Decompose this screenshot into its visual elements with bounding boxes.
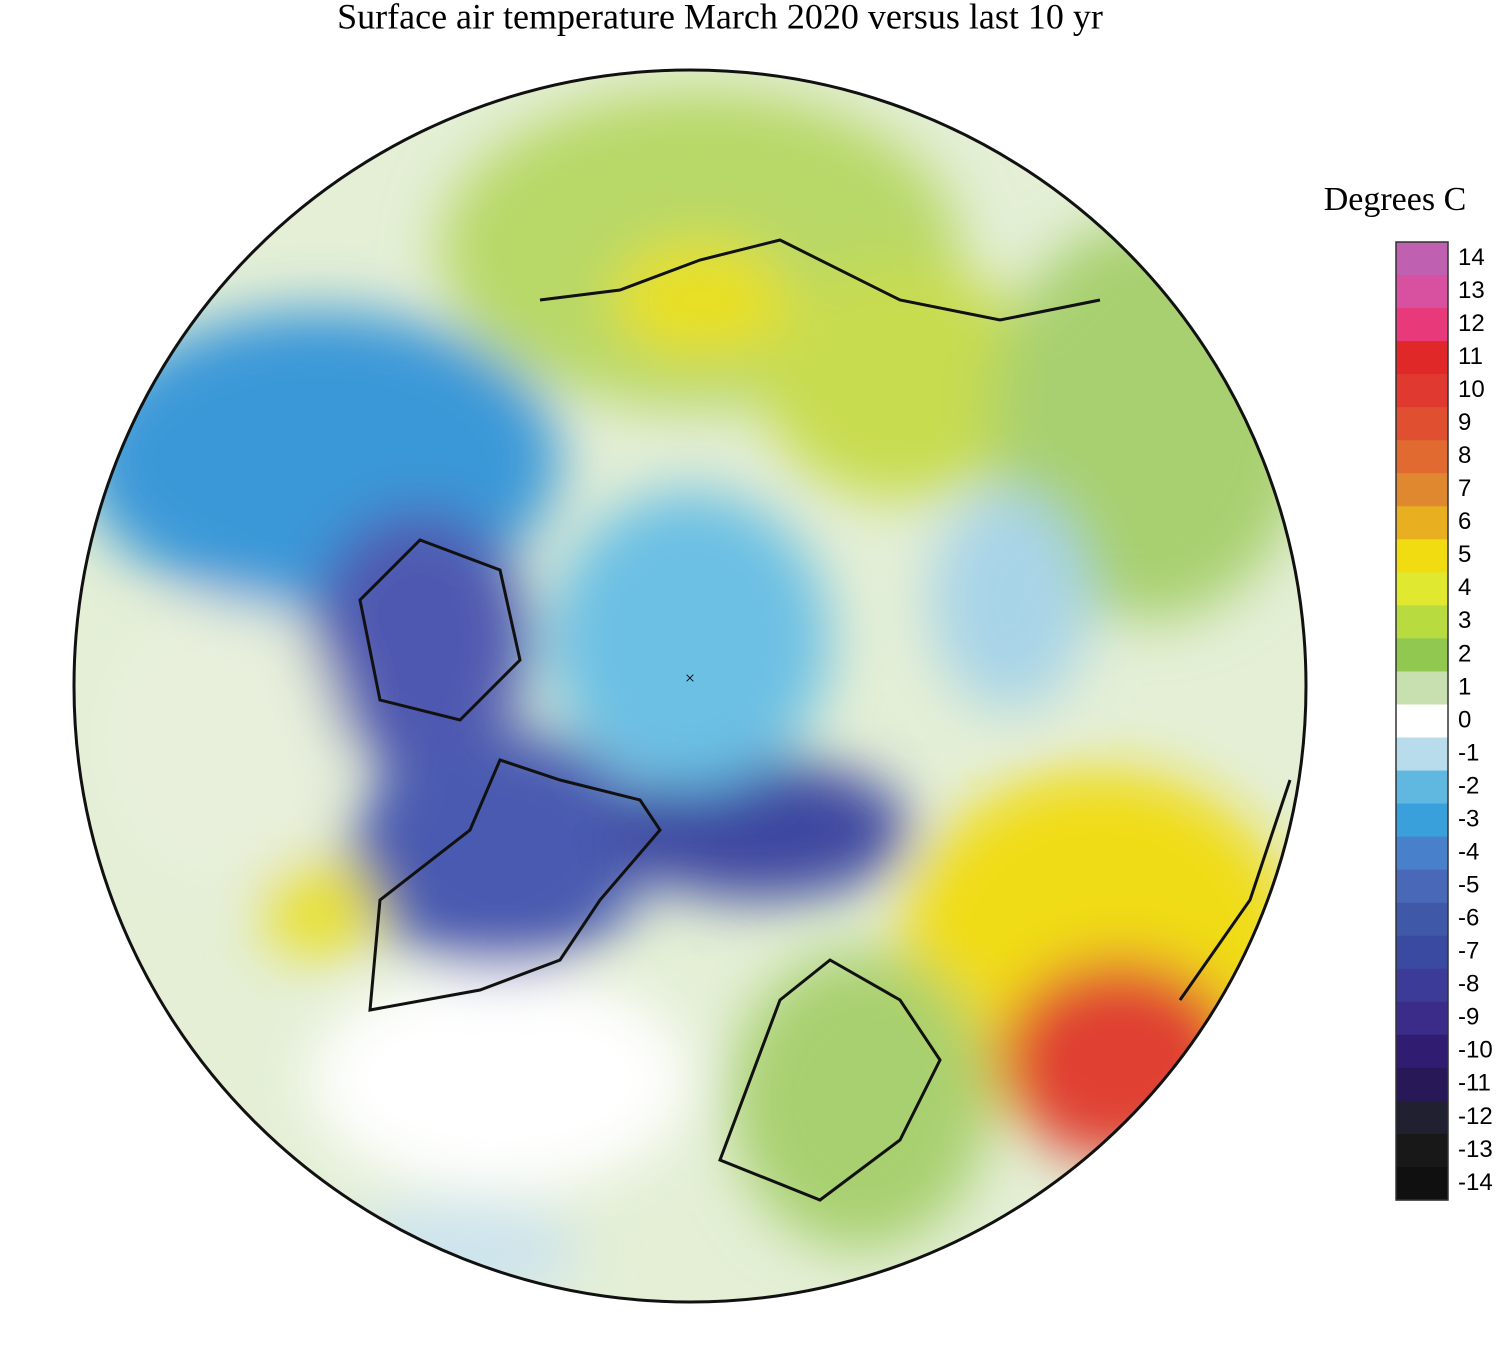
colorbar-cell: [1396, 605, 1448, 640]
colorbar-cell: [1396, 539, 1448, 573]
colorbar-cell: [1396, 1001, 1448, 1036]
colorbar-tick-label: 3: [1458, 607, 1471, 634]
colorbar-tick-label: -8: [1458, 971, 1479, 998]
colorbar-tick-label: 14: [1458, 244, 1485, 271]
colorbar-cell: [1396, 704, 1448, 739]
colorbar-tick-label: 6: [1458, 508, 1471, 535]
colorbar-cell: [1396, 638, 1448, 673]
colorbar-cell: [1396, 1067, 1448, 1102]
colorbar-tick-label: 10: [1458, 376, 1485, 403]
colorbar-tick-label: -6: [1458, 905, 1479, 932]
colorbar-tick-label: 7: [1458, 475, 1471, 502]
colorbar-frame: [1395, 241, 1449, 1201]
colorbar-cell: [1396, 737, 1448, 772]
colorbar-cell: [1396, 902, 1448, 937]
colorbar-tick-label: 1: [1458, 673, 1471, 700]
colorbar-cell: [1396, 671, 1448, 706]
colorbar-cell: [1396, 341, 1448, 375]
title: Surface air temperature March 2020 versu…: [337, 0, 1103, 36]
colorbar-tick-label: 2: [1458, 640, 1471, 667]
colorbar-tick-label: -5: [1458, 872, 1479, 899]
colorbar-cell: [1396, 836, 1448, 871]
colorbar-tick-label: -9: [1458, 1004, 1479, 1031]
colorbar-label: Degrees C: [1324, 181, 1467, 218]
colorbar-tick-label: 11: [1458, 343, 1483, 370]
colorbar-cell: [1396, 374, 1448, 408]
colorbar-tick-label: -13: [1458, 1136, 1493, 1163]
colorbar-tick-label: 13: [1458, 277, 1485, 304]
colorbar-cell: [1396, 968, 1448, 1003]
colorbar-cell: [1396, 770, 1448, 805]
colorbar-tick-label: -12: [1458, 1103, 1493, 1130]
colorbar-tick-label: 0: [1458, 706, 1471, 733]
colorbar-cell: [1396, 308, 1448, 342]
colorbar-tick-label: -1: [1458, 739, 1479, 766]
colorbar: 14131211109876543210-1-2-3-4-5-6-7-8-9-1…: [1396, 242, 1493, 1201]
colorbar-cell: [1396, 1034, 1448, 1069]
colorbar-cell: [1396, 440, 1448, 474]
colorbar-tick-label: 4: [1458, 574, 1471, 601]
colorbar-cell: [1396, 506, 1448, 540]
colorbar-cell: [1396, 572, 1448, 606]
colorbar-tick-label: -10: [1458, 1037, 1493, 1064]
colorbar-tick-label: 9: [1458, 409, 1471, 436]
colorbar-tick-label: 5: [1458, 541, 1471, 568]
colorbar-cell: [1396, 935, 1448, 970]
colorbar-cell: [1396, 1100, 1448, 1135]
colorbar-cell: [1396, 1166, 1448, 1201]
map-border: [72, 68, 1308, 1304]
colorbar-cell: [1396, 473, 1448, 507]
colorbar-tick-label: -2: [1458, 772, 1479, 799]
map: ×: [74, 70, 1306, 1302]
colorbar-tick-label: -11: [1458, 1070, 1491, 1097]
colorbar-tick-label: -7: [1458, 938, 1479, 965]
colorbar-tick-label: -4: [1458, 838, 1479, 865]
colorbar-cell: [1396, 407, 1448, 441]
colorbar-tick-label: 8: [1458, 442, 1471, 469]
colorbar-cell: [1396, 242, 1448, 276]
colorbar-cell: [1396, 275, 1448, 309]
colorbar-cell: [1396, 803, 1448, 838]
colorbar-tick-label: -14: [1458, 1169, 1493, 1196]
colorbar-cell: [1396, 1133, 1448, 1168]
colorbar-tick-label: -3: [1458, 805, 1479, 832]
colorbar-tick-label: 12: [1458, 310, 1485, 337]
pole-marker: ×: [685, 668, 695, 688]
colorbar-cell: [1396, 869, 1448, 904]
